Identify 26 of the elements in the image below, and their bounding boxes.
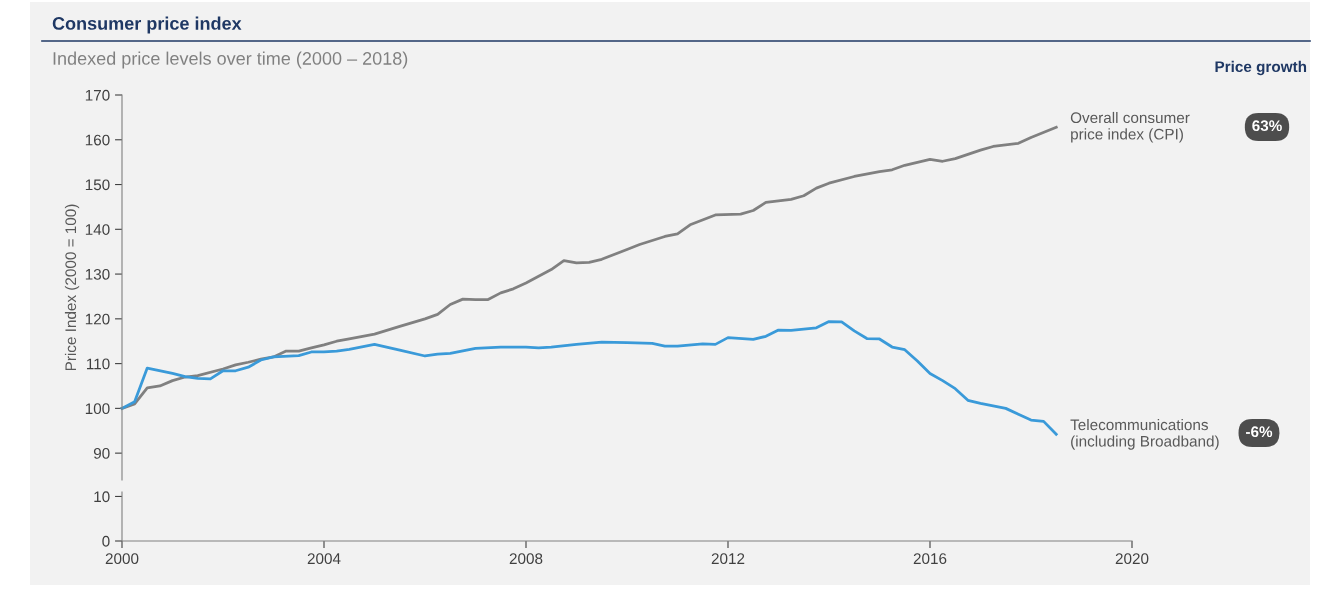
text: Price growth [1215,60,1307,76]
x-tick-label: 2000 [105,553,139,565]
y-axis-title: Price Index (2000 = 100) [64,204,80,371]
chart-title: Consumer price index [52,16,242,34]
series-label: Overall consumer price index (CPI) [1070,111,1190,143]
text: -6% [1246,426,1273,438]
x-tick-label: 2020 [1115,553,1149,565]
y-tick-label: 150 [85,179,110,191]
x-tick-label: 2008 [509,553,543,565]
y-tick-label: 10 [94,491,110,503]
y-tick-label: 110 [87,358,110,370]
chart-subtitle: Indexed price levels over time (2000 – 2018) [53,51,408,69]
y-tick-label: 120 [85,313,110,325]
line-series [120,320,1058,436]
y-tick-label: 160 [85,134,110,146]
x-tick-label: 2012 [711,553,745,565]
y-tick-label: 140 [85,224,110,235]
x-tick-label: 2004 [307,553,341,565]
series-label: Telecommunications (including Broadband) [1070,418,1219,450]
text: 63% [1252,120,1282,132]
y-tick-label: 0 [102,535,110,547]
y-tick-label: 130 [85,268,110,280]
x-tick-label: 2016 [913,553,947,565]
y-tick-label: 90 [93,448,110,459]
y-tick-label: 100 [85,403,110,415]
y-tick-label: 170 [85,89,110,101]
